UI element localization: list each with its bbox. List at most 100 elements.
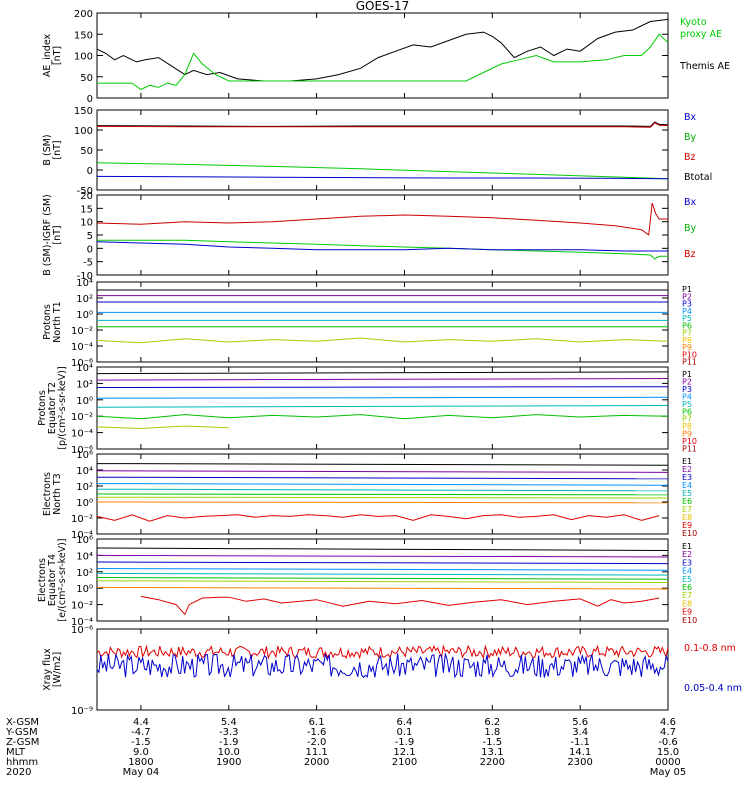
series-line-ee-7 bbox=[96, 586, 669, 590]
series-line-en-4 bbox=[96, 488, 669, 492]
x-axis-value: 4.7 bbox=[660, 727, 676, 738]
legend-label-en: E1 bbox=[682, 457, 692, 466]
x-axis-value: 0000 bbox=[655, 757, 680, 768]
x-axis-value: 3.4 bbox=[572, 727, 588, 738]
legend-label-b: Bz bbox=[684, 152, 696, 163]
series-line-b-2 bbox=[96, 121, 669, 127]
y-axis-label-pe: Protons bbox=[37, 390, 48, 426]
panel-frame-db bbox=[96, 194, 669, 276]
legend-label-en: E9 bbox=[682, 521, 692, 530]
series-line-ee-5 bbox=[96, 577, 669, 580]
x-axis-value: 6.2 bbox=[484, 717, 500, 728]
y-tick-label-xray: 10⁻⁶ bbox=[71, 625, 93, 636]
series-line-pe-0 bbox=[96, 371, 669, 375]
series-line-b-0 bbox=[96, 162, 669, 180]
legend-label-ae: Kyoto bbox=[680, 17, 707, 28]
series-line-ee-1 bbox=[96, 554, 669, 558]
legend-label-ae: Themis AE bbox=[679, 61, 730, 72]
y-axis-label-b: B (SM) bbox=[42, 134, 53, 165]
y-tick-label-en: 10² bbox=[76, 482, 93, 493]
y-tick-label-pe: 10⁴ bbox=[76, 363, 93, 374]
y-tick-label-db: 0 bbox=[87, 244, 93, 255]
y-tick-label-ae: 0 bbox=[87, 94, 93, 105]
y-tick-label-db: 15 bbox=[80, 204, 93, 215]
y-tick-label-pn: 10² bbox=[76, 294, 93, 305]
y-tick-label-en: 10⁰ bbox=[76, 498, 93, 509]
panel-frame-ee bbox=[96, 538, 669, 622]
series-line-ee-4 bbox=[96, 572, 669, 576]
y-tick-label-pn: 10⁻² bbox=[71, 326, 93, 337]
series-line-ee-0 bbox=[96, 547, 669, 551]
series-line-ee-3 bbox=[96, 568, 669, 571]
legend-label-pe: P1 bbox=[682, 370, 692, 379]
y-tick-label-pe: 10⁻² bbox=[71, 412, 93, 423]
x-axis-row-label: Y-GSM bbox=[5, 727, 38, 738]
x-axis-value: 6.1 bbox=[309, 717, 325, 728]
x-axis-value: 12.1 bbox=[393, 747, 415, 758]
y-tick-label-pn: 10⁰ bbox=[76, 310, 93, 321]
legend-label-ee: E3 bbox=[682, 558, 692, 567]
legend-label-ee: E1 bbox=[682, 542, 692, 551]
legend-label-pn: P5 bbox=[682, 314, 692, 323]
y-tick-label-pe: 10⁻⁴ bbox=[71, 429, 93, 440]
y-axis-label-en: Electrons bbox=[42, 472, 53, 516]
y-tick-label-ee: 10⁻² bbox=[71, 601, 93, 612]
x-axis-value: 15.0 bbox=[657, 747, 679, 758]
y-tick-label-ee: 10⁻⁴ bbox=[71, 617, 93, 628]
legend-label-pe: P8 bbox=[682, 422, 692, 431]
series-line-en-8 bbox=[96, 514, 660, 522]
y-tick-label-ae: 150 bbox=[74, 30, 93, 41]
legend-label-pn: P1 bbox=[682, 285, 692, 294]
y-axis-label-pn: Protons bbox=[42, 304, 53, 340]
series-line-pe-6 bbox=[96, 425, 229, 430]
y-axis-label-pn: North T1 bbox=[52, 301, 63, 342]
y-axis-label-xray: [W/m2] bbox=[52, 652, 63, 687]
x-axis-value: 1900 bbox=[216, 757, 241, 768]
x-axis-row-label: MLT bbox=[6, 747, 26, 758]
series-line-pe-2 bbox=[96, 386, 669, 388]
x-axis-value: 5.4 bbox=[221, 717, 237, 728]
legend-label-ee: E9 bbox=[682, 608, 692, 617]
y-tick-label-xray: 10⁻⁹ bbox=[71, 706, 93, 717]
y-axis-label-ae: AE_index bbox=[42, 34, 53, 78]
y-tick-label-b: 100 bbox=[74, 126, 93, 137]
legend-label-b: By bbox=[684, 132, 697, 143]
legend-label-ee: E10 bbox=[682, 616, 697, 625]
series-line-ee-2 bbox=[96, 561, 669, 565]
legend-label-pe: P3 bbox=[682, 385, 692, 394]
legend-label-pn: P7 bbox=[682, 329, 692, 338]
y-axis-label-en: North T3 bbox=[52, 473, 63, 514]
x-axis-value: -1.9 bbox=[395, 737, 415, 748]
y-axis-label-xray: Xray flux bbox=[42, 648, 53, 691]
legend-label-pn: P6 bbox=[682, 321, 692, 330]
y-tick-label-en: 10⁶ bbox=[76, 450, 93, 461]
x-axis-value: -2.0 bbox=[307, 737, 327, 748]
legend-label-ee: E8 bbox=[682, 599, 692, 608]
legend-label-pn: P8 bbox=[682, 336, 692, 345]
legend-label-pe: P6 bbox=[682, 407, 692, 416]
x-axis-value: 2000 bbox=[304, 757, 329, 768]
legend-label-ee: E5 bbox=[682, 575, 692, 584]
legend-label-pn: P11 bbox=[682, 358, 697, 367]
legend-label-db: Bx bbox=[684, 197, 697, 208]
legend-label-b: Bx bbox=[684, 112, 697, 123]
series-line-ee-6 bbox=[96, 580, 669, 583]
series-line-db-0 bbox=[96, 202, 668, 236]
legend-label-pe: P11 bbox=[682, 445, 697, 454]
x-axis-value: 0.1 bbox=[397, 727, 413, 738]
x-axis-value: 4.4 bbox=[133, 717, 149, 728]
legend-label-ee: E6 bbox=[682, 583, 692, 592]
y-tick-label-db: -10 bbox=[77, 271, 93, 282]
y-tick-label-ee: 10² bbox=[76, 568, 93, 579]
x-axis-value: -3.3 bbox=[219, 727, 239, 738]
y-tick-label-ee: 10⁴ bbox=[76, 551, 93, 562]
y-tick-label-en: 10⁴ bbox=[76, 466, 93, 477]
series-line-pe-3 bbox=[96, 396, 669, 399]
x-axis-row-label: X-GSM bbox=[6, 717, 39, 728]
y-axis-label-pe: Equator T2 bbox=[47, 382, 58, 434]
y-axis-label-ee: Equator T4 bbox=[47, 554, 58, 606]
y-tick-label-pn: 10⁻⁴ bbox=[71, 342, 93, 353]
x-axis-value: 10.0 bbox=[218, 747, 240, 758]
y-tick-label-ee: 10⁶ bbox=[76, 535, 93, 546]
